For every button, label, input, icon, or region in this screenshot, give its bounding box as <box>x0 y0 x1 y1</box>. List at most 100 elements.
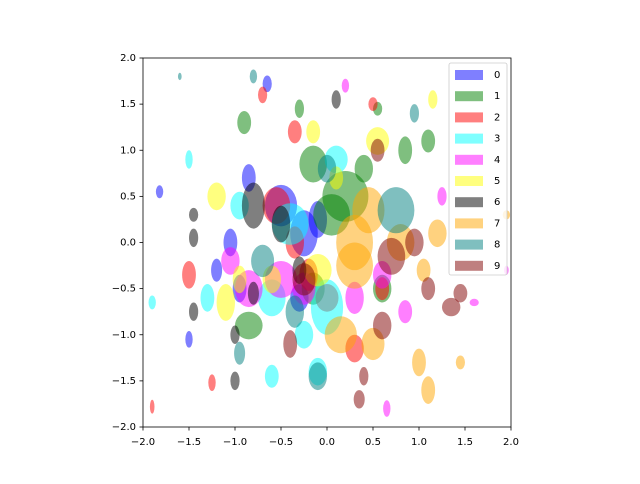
ellipse <box>189 302 199 321</box>
ellipse <box>398 300 413 324</box>
y-tick-label: 2.0 <box>120 53 136 64</box>
ellipse <box>353 390 365 409</box>
ellipse <box>148 295 156 310</box>
ellipse <box>455 355 465 370</box>
ellipse <box>294 99 304 118</box>
legend-label: 2 <box>494 112 500 123</box>
ellipse <box>232 265 247 294</box>
ellipse <box>324 316 357 354</box>
ellipse <box>373 311 392 340</box>
x-tick-label: 1.0 <box>411 437 427 448</box>
ellipse <box>271 205 291 243</box>
ellipse <box>442 297 461 317</box>
legend-label: 0 <box>494 70 500 81</box>
y-tick-label: −1.5 <box>112 376 136 387</box>
ellipse <box>247 281 259 305</box>
legend-swatch <box>455 239 483 250</box>
x-tick-label: −2.0 <box>131 437 155 448</box>
legend-label: 5 <box>494 176 500 187</box>
x-tick-label: 1.5 <box>457 437 473 448</box>
ellipse <box>336 242 373 289</box>
ellipse <box>437 187 447 206</box>
legend-swatch <box>455 260 483 271</box>
x-tick-label: −0.5 <box>269 437 293 448</box>
ellipse <box>189 207 199 222</box>
ellipse <box>412 348 426 377</box>
ellipse <box>377 237 406 275</box>
ellipse <box>377 187 415 234</box>
ellipse <box>308 362 327 391</box>
ellipse <box>200 284 215 312</box>
legend-swatch <box>455 91 483 102</box>
ellipse <box>208 374 216 392</box>
ellipse <box>283 330 298 358</box>
ellipse <box>249 69 258 84</box>
ellipse <box>469 298 479 307</box>
legend-swatch <box>455 70 483 80</box>
plot-area <box>148 69 511 417</box>
ellipse <box>354 154 373 183</box>
ellipse <box>294 320 314 349</box>
x-tick-label: 0.5 <box>365 437 381 448</box>
ellipse <box>234 341 246 365</box>
ellipse <box>331 90 341 109</box>
ellipse <box>185 150 193 169</box>
legend-label: 3 <box>494 134 500 145</box>
legend-label: 6 <box>494 197 500 208</box>
x-tick-label: −1.0 <box>223 437 247 448</box>
ellipse <box>251 244 275 278</box>
ellipse <box>264 364 279 388</box>
ellipse <box>352 187 385 234</box>
ellipse <box>409 104 419 123</box>
legend-swatch <box>455 218 483 229</box>
ellipse <box>398 136 413 165</box>
legend-swatch <box>455 176 483 186</box>
ellipse <box>258 86 268 104</box>
ellipse <box>421 277 436 301</box>
ellipse <box>383 400 391 417</box>
ellipse <box>370 138 385 162</box>
ellipse <box>428 219 447 248</box>
ellipse <box>230 371 240 391</box>
ellipse <box>216 284 235 321</box>
legend-label: 9 <box>494 261 500 272</box>
x-tick-label: −1.5 <box>177 437 201 448</box>
legend-swatch <box>455 154 483 165</box>
ellipse <box>211 258 223 282</box>
y-tick-label: −1.0 <box>112 330 136 341</box>
y-tick-label: 0.5 <box>120 191 136 202</box>
ellipse <box>416 258 431 282</box>
ellipse <box>149 399 155 414</box>
ellipse <box>185 331 193 348</box>
ellipse <box>177 72 182 81</box>
ellipse <box>345 281 364 314</box>
ellipse <box>241 182 265 229</box>
legend-label: 1 <box>494 91 500 102</box>
ellipse <box>306 120 321 144</box>
ellipse <box>207 182 226 211</box>
ellipse <box>189 228 199 248</box>
y-tick-label: 1.0 <box>120 145 136 156</box>
ellipse <box>368 97 378 112</box>
legend-label: 4 <box>494 155 500 166</box>
y-tick-label: 1.5 <box>120 99 136 110</box>
legend-swatch <box>455 133 483 144</box>
ellipse <box>235 311 263 340</box>
y-tick-label: −2.0 <box>112 422 136 433</box>
ellipse <box>292 263 316 296</box>
ellipse <box>221 247 240 275</box>
y-tick-label: −0.5 <box>112 284 136 295</box>
ellipse <box>421 129 436 153</box>
legend-label: 8 <box>494 240 500 251</box>
ellipse <box>405 228 424 257</box>
ellipse <box>287 120 302 144</box>
ellipse <box>182 260 196 289</box>
x-tick-label: 2.0 <box>503 437 519 448</box>
ellipse <box>155 185 164 199</box>
ellipse <box>341 78 350 93</box>
ellipse <box>237 111 252 135</box>
ellipse <box>317 154 337 183</box>
legend-swatch <box>455 197 483 208</box>
ellipse <box>428 90 438 109</box>
